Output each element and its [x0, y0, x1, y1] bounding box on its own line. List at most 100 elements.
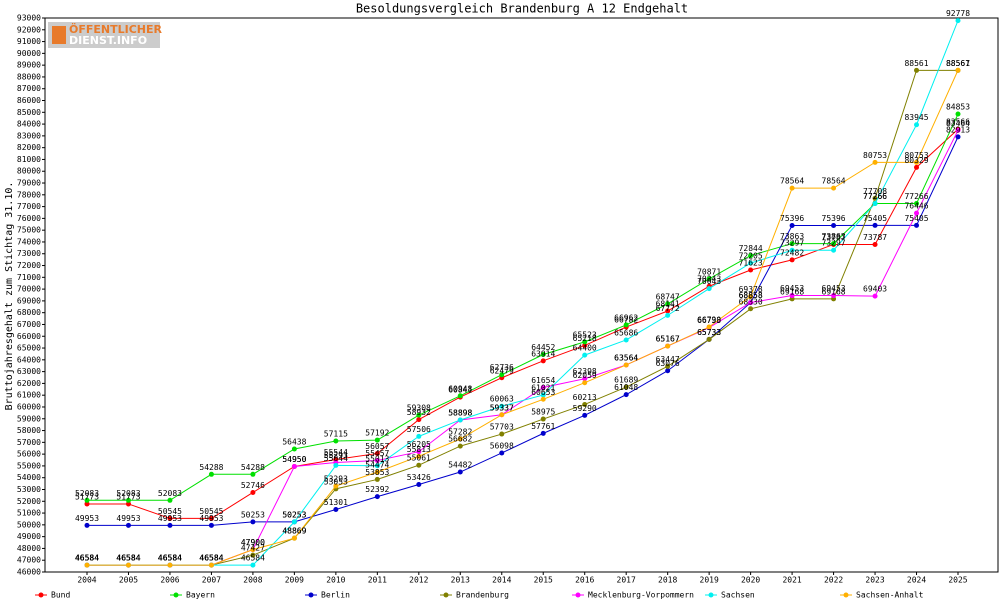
data-label: 46584	[75, 554, 99, 563]
data-point	[748, 300, 754, 306]
data-label: 64452	[531, 343, 555, 352]
data-label: 57506	[407, 425, 431, 434]
data-label: 49953	[116, 514, 140, 523]
data-point	[416, 449, 422, 455]
y-tick-label: 73000	[17, 249, 41, 258]
data-label: 61689	[614, 376, 638, 385]
y-tick-label: 48000	[17, 544, 41, 553]
data-point	[499, 372, 505, 378]
data-label: 75396	[822, 214, 846, 223]
data-point	[457, 469, 463, 475]
data-label: 58898	[448, 408, 472, 417]
y-tick-label: 63000	[17, 367, 41, 376]
data-point	[831, 247, 837, 253]
data-point	[955, 67, 961, 73]
data-label: 53853	[365, 468, 389, 477]
series-line	[87, 20, 959, 566]
data-label: 66782	[614, 316, 638, 325]
data-point	[623, 322, 629, 328]
data-point	[789, 223, 795, 229]
legend-label: Bund	[51, 591, 70, 600]
data-label: 70871	[697, 267, 721, 276]
data-label: 46584	[75, 554, 99, 563]
y-tick-label: 66000	[17, 332, 41, 341]
data-label: 49953	[199, 514, 223, 523]
data-point	[914, 159, 920, 165]
data-label: 57703	[490, 423, 514, 432]
data-point	[831, 293, 837, 299]
data-point	[457, 417, 463, 423]
y-tick-label: 72000	[17, 261, 41, 270]
data-point	[706, 324, 712, 330]
data-point	[167, 522, 173, 528]
data-label: 88561	[904, 59, 928, 68]
data-label: 57282	[448, 428, 472, 437]
data-label: 54474	[365, 461, 389, 470]
y-tick-label: 76000	[17, 214, 41, 223]
data-point	[208, 515, 214, 521]
legend-marker	[173, 592, 179, 598]
data-label: 62398	[573, 367, 597, 376]
data-label: 46584	[116, 554, 140, 563]
data-label: 54482	[448, 461, 472, 470]
data-label: 69168	[822, 287, 846, 296]
data-label: 65167	[656, 335, 680, 344]
x-tick-label: 2005	[119, 576, 138, 585]
data-point	[914, 210, 920, 216]
data-label: 58932	[407, 408, 431, 417]
data-label: 46584	[75, 554, 99, 563]
data-point	[416, 453, 422, 459]
data-label: 53426	[407, 473, 431, 482]
legend-label: Bayern	[186, 591, 215, 600]
data-point	[374, 458, 380, 464]
data-label: 77266	[863, 192, 887, 201]
y-tick-label: 70000	[17, 285, 41, 294]
data-label: 46584	[116, 554, 140, 563]
y-tick-label: 80000	[17, 167, 41, 176]
x-tick-label: 2017	[617, 576, 636, 585]
legend-marker	[708, 592, 714, 598]
y-tick-label: 49000	[17, 532, 41, 541]
data-label: 49953	[158, 514, 182, 523]
data-label: 58975	[531, 408, 555, 417]
data-label: 88561	[946, 59, 970, 68]
y-tick-label: 55000	[17, 461, 41, 470]
data-point	[416, 462, 422, 468]
data-point	[333, 483, 339, 489]
data-point	[706, 276, 712, 282]
x-tick-label: 2015	[534, 576, 553, 585]
data-point	[374, 494, 380, 500]
data-point	[665, 312, 671, 318]
y-axis-label: Bruttojahresgehalt zum Stichtag 31.10.	[4, 182, 15, 411]
data-label: 48869	[282, 527, 306, 536]
data-label: 46584	[158, 554, 182, 563]
data-label: 55293	[324, 451, 348, 460]
y-tick-label: 54000	[17, 473, 41, 482]
data-label: 69453	[780, 284, 804, 293]
x-tick-label: 2004	[77, 576, 96, 585]
data-point	[955, 18, 961, 24]
logo: ÖFFENTLICHER DIENST.INFO	[48, 22, 162, 48]
data-label: 59308	[407, 404, 431, 413]
data-label: 46584	[199, 554, 223, 563]
data-label: 48869	[282, 527, 306, 536]
data-label: 52083	[116, 489, 140, 498]
x-tick-label: 2016	[575, 576, 594, 585]
y-tick-label: 47000	[17, 556, 41, 565]
data-label: 73297	[780, 239, 804, 248]
data-point	[416, 412, 422, 418]
y-tick-label: 82000	[17, 143, 41, 152]
data-point	[540, 352, 546, 358]
data-label: 51301	[324, 498, 348, 507]
data-point	[665, 343, 671, 349]
data-point	[706, 286, 712, 292]
data-point	[499, 450, 505, 456]
data-label: 84853	[946, 103, 970, 112]
data-label: 66733	[697, 316, 721, 325]
data-label: 75405	[904, 214, 928, 223]
y-tick-label: 68000	[17, 308, 41, 317]
data-point	[499, 431, 505, 437]
data-label: 46584	[241, 554, 265, 563]
data-label: 46584	[116, 554, 140, 563]
